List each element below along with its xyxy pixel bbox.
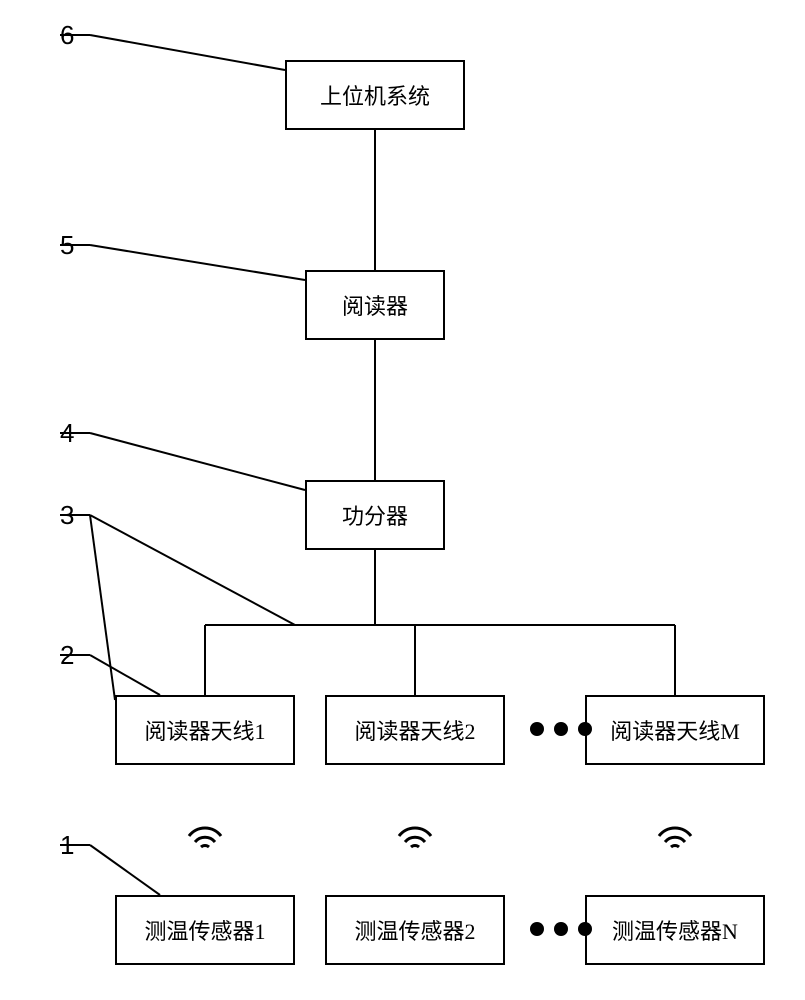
antenna-2-label: 阅读器天线2 [354, 714, 475, 746]
ref-number-5: 5 [60, 230, 74, 261]
ellipsis-antennas [530, 722, 592, 736]
splitter-box: 功分器 [305, 480, 445, 550]
wireless-icon [395, 820, 435, 850]
antenna-1-box: 阅读器天线1 [115, 695, 295, 765]
ellipsis-sensors [530, 922, 592, 936]
wireless-icon [655, 820, 695, 850]
wireless-icon [185, 820, 225, 850]
ref-number-1: 1 [60, 830, 74, 861]
reader-box: 阅读器 [305, 270, 445, 340]
sensor-2-box: 测温传感器2 [325, 895, 505, 965]
ref-number-4: 4 [60, 418, 74, 449]
antenna-1-label: 阅读器天线1 [144, 714, 265, 746]
sensor-n-label: 测温传感器N [612, 914, 738, 946]
sensor-1-label: 测温传感器1 [144, 914, 265, 946]
dot-icon [530, 722, 544, 736]
sensor-1-box: 测温传感器1 [115, 895, 295, 965]
antenna-2-box: 阅读器天线2 [325, 695, 505, 765]
ref-number-6: 6 [60, 20, 74, 51]
dot-icon [578, 922, 592, 936]
splitter-label: 功分器 [342, 499, 408, 531]
antenna-m-box: 阅读器天线M [585, 695, 765, 765]
host-system-label: 上位机系统 [320, 79, 430, 111]
sensor-2-label: 测温传感器2 [354, 914, 475, 946]
dot-icon [530, 922, 544, 936]
antenna-m-label: 阅读器天线M [610, 714, 740, 746]
reader-label: 阅读器 [342, 289, 408, 321]
sensor-n-box: 测温传感器N [585, 895, 765, 965]
dot-icon [554, 922, 568, 936]
host-system-box: 上位机系统 [285, 60, 465, 130]
ref-number-3: 3 [60, 500, 74, 531]
dot-icon [554, 722, 568, 736]
ref-number-2: 2 [60, 640, 74, 671]
dot-icon [578, 722, 592, 736]
